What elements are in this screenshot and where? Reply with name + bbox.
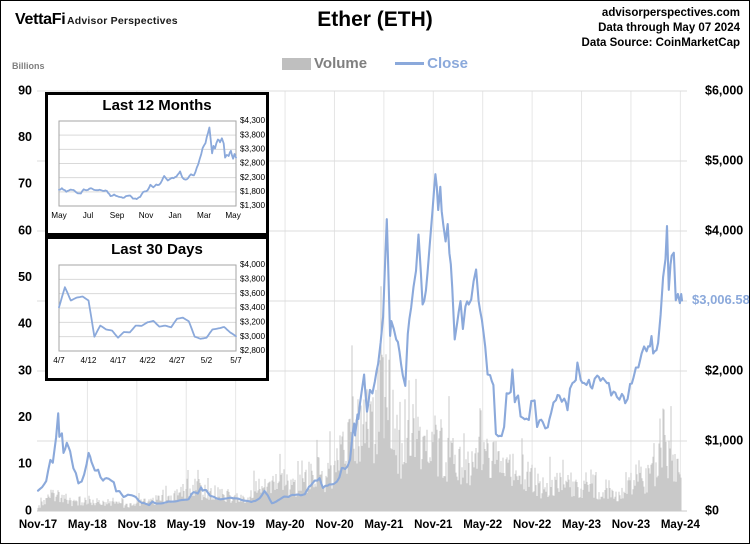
svg-text:$2,300: $2,300 bbox=[240, 173, 265, 182]
page-title: Ether (ETH) bbox=[317, 8, 433, 31]
current-price-callout: $3,006.58 bbox=[692, 292, 749, 307]
info-data-source: Data Source: CoinMarketCap bbox=[581, 37, 740, 49]
svg-text:Nov-18: Nov-18 bbox=[118, 519, 157, 531]
svg-text:Nov-21: Nov-21 bbox=[414, 519, 453, 531]
svg-text:4/17: 4/17 bbox=[110, 356, 126, 365]
svg-text:5/7: 5/7 bbox=[230, 356, 242, 365]
vettafi-logo: VettaFi bbox=[15, 11, 66, 28]
inset-12m-title: Last 12 Months bbox=[102, 97, 212, 114]
advisor-perspectives-label: Advisor Perspectives bbox=[67, 15, 178, 27]
svg-text:May: May bbox=[51, 211, 67, 220]
svg-text:90: 90 bbox=[18, 83, 32, 97]
svg-text:May: May bbox=[225, 211, 241, 220]
inset-last-12-months-line bbox=[58, 126, 237, 200]
close-price-line bbox=[36, 173, 684, 507]
svg-text:$0: $0 bbox=[705, 503, 719, 517]
svg-text:40: 40 bbox=[18, 317, 32, 331]
svg-text:0: 0 bbox=[25, 503, 32, 517]
svg-text:May-20: May-20 bbox=[266, 519, 305, 531]
svg-text:5/2: 5/2 bbox=[201, 356, 213, 365]
svg-text:May-22: May-22 bbox=[463, 519, 502, 531]
svg-text:30: 30 bbox=[18, 363, 32, 377]
svg-text:$5,000: $5,000 bbox=[705, 153, 743, 167]
svg-text:$3,300: $3,300 bbox=[240, 145, 265, 154]
svg-text:Nov-22: Nov-22 bbox=[513, 519, 551, 531]
svg-text:$3,800: $3,800 bbox=[240, 275, 265, 284]
svg-text:$1,000: $1,000 bbox=[705, 433, 743, 447]
inset-last-30-days-gridlines bbox=[58, 264, 237, 352]
close-line-swatch-icon bbox=[395, 62, 425, 65]
inset-last-30-days-y-ticks: $2,800 $3,000 $3,200 $3,400 $3,600 $3,800 $4,0… bbox=[240, 261, 265, 355]
svg-text:4/27: 4/27 bbox=[169, 356, 185, 365]
svg-text:$3,400: $3,400 bbox=[240, 303, 265, 312]
svg-text:$4,000: $4,000 bbox=[240, 261, 265, 269]
left-axis-unit-label: Billions bbox=[12, 61, 45, 71]
inset-last-30-days-x-ticks: 4/7 4/12 4/17 4/22 4/27 5/2 5/7 bbox=[53, 356, 242, 365]
svg-text:May-24: May-24 bbox=[661, 519, 701, 531]
svg-text:20: 20 bbox=[18, 410, 32, 424]
svg-text:$4,000: $4,000 bbox=[705, 223, 743, 237]
inset-last-12-months-x-ticks: May Jul Sep Nov Jan Mar May bbox=[51, 211, 241, 220]
legend-item-close: Close bbox=[395, 55, 468, 72]
svg-text:May-19: May-19 bbox=[167, 519, 206, 531]
svg-text:$1,800: $1,800 bbox=[240, 187, 265, 196]
svg-text:$2,800: $2,800 bbox=[240, 346, 265, 355]
svg-text:$1,300: $1,300 bbox=[240, 201, 265, 210]
info-website: advisorperspectives.com bbox=[601, 7, 740, 19]
svg-text:$3,800: $3,800 bbox=[240, 130, 265, 139]
svg-text:Nov-23: Nov-23 bbox=[612, 519, 650, 531]
main-x-axis-ticks: Nov-17 May-18 Nov-18 May-19 Nov-19 May-20 Nov-… bbox=[19, 519, 701, 531]
svg-text:$3,200: $3,200 bbox=[240, 318, 265, 327]
inset-30d-chart: $2,800 $3,000 $3,200 $3,400 $3,600 $3,800 $4,0… bbox=[53, 261, 265, 365]
svg-text:Sep: Sep bbox=[110, 211, 125, 220]
inset-30d-title: Last 30 Days bbox=[111, 241, 203, 258]
svg-text:$2,800: $2,800 bbox=[240, 159, 265, 168]
svg-text:Nov: Nov bbox=[139, 211, 154, 220]
svg-text:$2,000: $2,000 bbox=[705, 363, 743, 377]
legend-item-volume: Volume bbox=[282, 55, 367, 72]
volume-series bbox=[37, 286, 682, 511]
svg-text:60: 60 bbox=[18, 223, 32, 237]
svg-text:Mar: Mar bbox=[197, 211, 211, 220]
svg-text:May-18: May-18 bbox=[68, 519, 108, 531]
info-data-through: Data through May 07 2024 bbox=[598, 22, 740, 34]
svg-text:70: 70 bbox=[18, 177, 32, 191]
svg-text:Jul: Jul bbox=[83, 211, 94, 220]
svg-text:Nov-20: Nov-20 bbox=[315, 519, 353, 531]
legend-close-label: Close bbox=[427, 55, 468, 72]
inset-last-30-days: Last 30 Days $2,800 $3,000 $3,200 $3,400 $3,… bbox=[45, 236, 269, 381]
svg-text:Nov-17: Nov-17 bbox=[19, 519, 57, 531]
inset-last-30-days-line bbox=[58, 286, 237, 340]
svg-text:4/12: 4/12 bbox=[81, 356, 97, 365]
svg-text:May-23: May-23 bbox=[562, 519, 601, 531]
svg-text:$4,300: $4,300 bbox=[240, 117, 265, 125]
svg-text:$3,000: $3,000 bbox=[240, 332, 265, 341]
info-block: advisorperspectives.com Data through May… bbox=[582, 6, 740, 51]
chart-legend: Volume Close bbox=[1, 55, 749, 72]
svg-text:80: 80 bbox=[18, 130, 32, 144]
legend-volume-label: Volume bbox=[314, 55, 368, 72]
svg-text:4/7: 4/7 bbox=[53, 356, 65, 365]
svg-text:May-21: May-21 bbox=[364, 519, 404, 531]
svg-text:10: 10 bbox=[18, 457, 32, 471]
svg-text:4/22: 4/22 bbox=[140, 356, 156, 365]
svg-text:Jan: Jan bbox=[168, 211, 182, 220]
svg-text:$3,600: $3,600 bbox=[240, 289, 265, 298]
main-left-axis-ticks: 0 10 20 30 40 50 60 70 80 90 bbox=[18, 83, 32, 517]
svg-text:$6,000: $6,000 bbox=[705, 83, 743, 97]
inset-last-12-months: Last 12 Months $1,300 $1,800 $2,300 $2,800 $… bbox=[45, 92, 269, 236]
inset-12m-chart: $1,300 $1,800 $2,300 $2,800 $3,300 $3,800 $4,3… bbox=[51, 117, 265, 220]
svg-text:50: 50 bbox=[18, 270, 32, 284]
inset-last-12-months-y-ticks: $1,300 $1,800 $2,300 $2,800 $3,300 $3,800 $4,3… bbox=[240, 117, 265, 210]
main-right-axis-ticks: $0 $1,000 $2,000 $4,000 $5,000 $6,000 bbox=[705, 83, 743, 517]
svg-text:Nov-19: Nov-19 bbox=[216, 519, 254, 531]
volume-swatch-icon bbox=[282, 57, 312, 70]
